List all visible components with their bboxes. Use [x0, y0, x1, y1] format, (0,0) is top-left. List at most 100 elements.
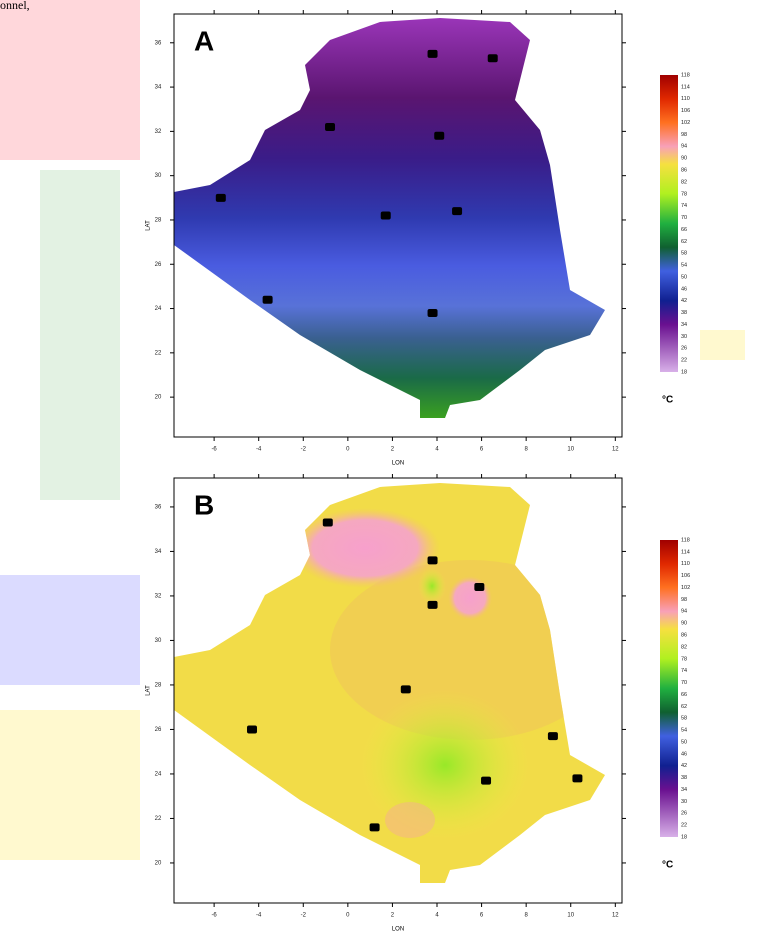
- colorbar-label: 98: [681, 597, 687, 603]
- station: [322, 518, 333, 527]
- station: [215, 193, 226, 202]
- colorbar-label: 118: [681, 537, 690, 543]
- station: [325, 122, 336, 131]
- x-axis-label: LON: [392, 461, 404, 467]
- y-tick-label: 34: [155, 549, 162, 555]
- colorbar-label: 90: [681, 621, 687, 627]
- y-tick-label: 34: [155, 85, 162, 91]
- colorbar-label: 34: [681, 322, 687, 328]
- colorbar-label: 74: [681, 203, 687, 209]
- field-patch: [385, 802, 435, 838]
- colorbar-label: 62: [681, 239, 687, 245]
- y-tick-label: 26: [155, 262, 162, 268]
- colorbar-label: 30: [681, 334, 687, 340]
- x-tick-label: 10: [567, 447, 574, 453]
- colorbar-label: 114: [681, 549, 690, 555]
- x-tick-label: -2: [301, 447, 307, 453]
- station: [262, 295, 273, 304]
- colorbar-label: 102: [681, 585, 690, 591]
- plot-frame: [173, 13, 623, 438]
- station: [400, 685, 411, 694]
- colorbar-label: 54: [681, 728, 687, 734]
- x-tick-label: 0: [346, 447, 350, 453]
- y-tick-label: 30: [155, 638, 162, 644]
- station: [427, 308, 438, 317]
- x-tick-label: -4: [256, 447, 262, 453]
- y-tick-label: 32: [155, 129, 162, 135]
- colorbar-label: 106: [681, 108, 690, 114]
- x-tick-label: -4: [256, 913, 262, 919]
- y-tick-label: 30: [155, 173, 162, 179]
- y-tick-label: 20: [155, 861, 162, 867]
- colorbar-label: 118: [681, 72, 690, 78]
- colorbar-label: 78: [681, 656, 687, 662]
- station: [452, 207, 463, 216]
- header-text: onnel,: [0, 0, 30, 12]
- colorbar-label: 42: [681, 763, 687, 769]
- x-tick-label: 12: [612, 913, 619, 919]
- station: [369, 823, 380, 832]
- colorbar-label: 22: [681, 823, 687, 829]
- y-tick-label: 28: [155, 683, 162, 689]
- colorbar-label: 26: [681, 811, 687, 817]
- colorbar-label: 110: [681, 96, 690, 102]
- colorbar-label: 34: [681, 787, 687, 793]
- colorbar-label: 94: [681, 144, 687, 150]
- x-tick-label: 4: [435, 913, 439, 919]
- panel-label: B: [194, 489, 214, 520]
- colorbar: [660, 540, 678, 837]
- x-tick-label: -6: [211, 447, 217, 453]
- colorbar-label: 66: [681, 227, 687, 233]
- colorbar-label: 106: [681, 573, 690, 579]
- y-tick-label: 36: [155, 40, 162, 46]
- x-tick-label: 8: [524, 913, 528, 919]
- colorbar-label: 62: [681, 704, 687, 710]
- field-patch: [290, 508, 440, 588]
- colorbar-label: 78: [681, 191, 687, 197]
- station: [380, 211, 391, 220]
- y-tick-label: 26: [155, 727, 162, 733]
- station: [427, 556, 438, 565]
- y-tick-label: 24: [155, 772, 162, 778]
- colorbar-label: 46: [681, 286, 687, 292]
- y-tick-label: 32: [155, 594, 162, 600]
- x-tick-label: -6: [211, 913, 217, 919]
- colorbar-label: 102: [681, 120, 690, 126]
- station: [572, 774, 583, 783]
- colorbar-label: 98: [681, 132, 687, 138]
- colorbar-label: 86: [681, 167, 687, 173]
- field-patch: [330, 560, 605, 740]
- field-overlay: [290, 508, 605, 840]
- field-patch: [360, 690, 530, 840]
- colorbar-label: 18: [681, 834, 687, 840]
- colorbar: [660, 75, 678, 372]
- station: [547, 732, 558, 741]
- colorbar-label: 66: [681, 692, 687, 698]
- colorbar-label: 58: [681, 716, 687, 722]
- colorbar-label: 82: [681, 179, 687, 185]
- y-tick-label: 22: [155, 816, 162, 822]
- station: [474, 583, 485, 592]
- colorbar-label: 110: [681, 561, 690, 567]
- colorbar-label: 18: [681, 369, 687, 375]
- colorbar-unit: °C: [662, 860, 673, 871]
- colorbar-label: 26: [681, 346, 687, 352]
- colorbar-label: 46: [681, 751, 687, 757]
- x-tick-label: 2: [391, 913, 395, 919]
- y-tick-label: 28: [155, 218, 162, 224]
- colorbar-label: 38: [681, 310, 687, 316]
- y-tick-label: 24: [155, 306, 162, 312]
- station: [481, 776, 492, 785]
- station: [427, 49, 438, 58]
- colorbar-label: 22: [681, 358, 687, 364]
- colorbar-label: 86: [681, 632, 687, 638]
- station: [487, 54, 498, 63]
- x-tick-label: 8: [524, 447, 528, 453]
- panel-label: A: [194, 25, 214, 56]
- field-patch: [448, 576, 492, 620]
- colorbar-label: 70: [681, 215, 687, 221]
- x-tick-label: 6: [480, 913, 484, 919]
- y-axis-label: LAT: [146, 685, 152, 696]
- colorbar-label: 90: [681, 156, 687, 162]
